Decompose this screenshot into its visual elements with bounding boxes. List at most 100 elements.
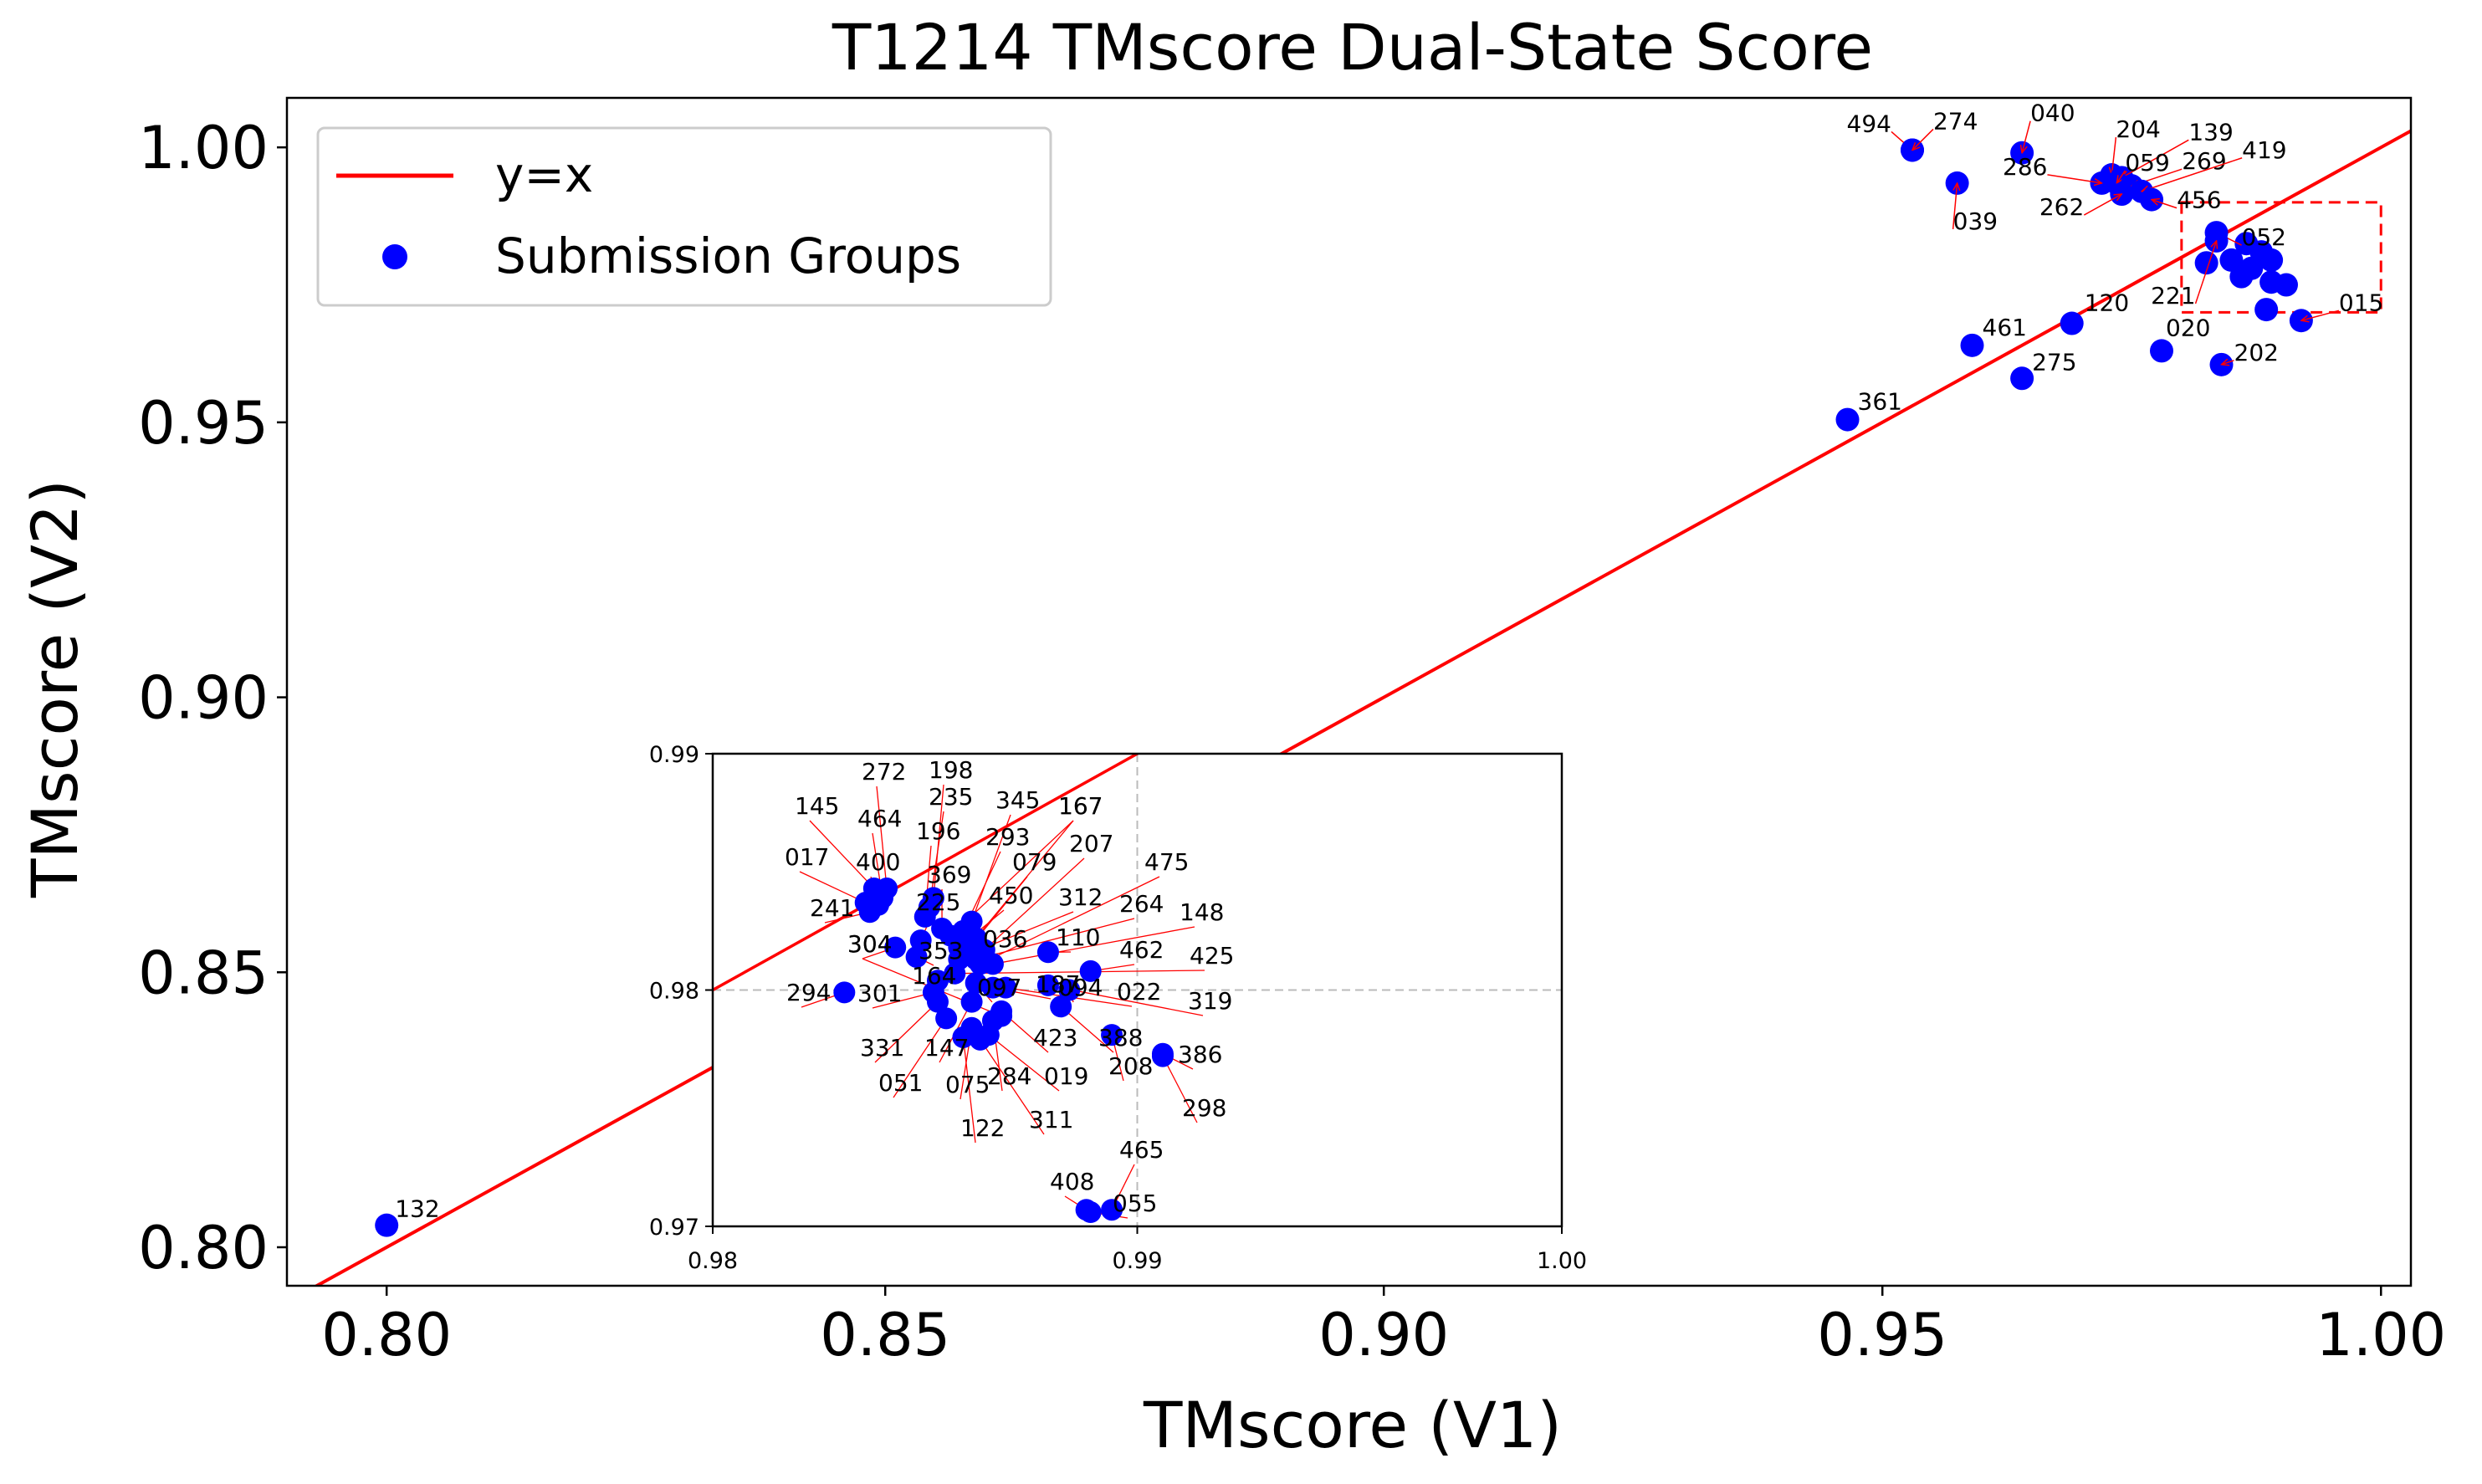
y-tick-label: 0.80 bbox=[138, 1214, 269, 1282]
point-label: 139 bbox=[2188, 118, 2233, 146]
point-label: 262 bbox=[2039, 193, 2084, 221]
point-label: 456 bbox=[2177, 187, 2221, 214]
inset-point-label: 369 bbox=[927, 861, 971, 888]
inset-point-label: 167 bbox=[1058, 792, 1103, 820]
inset-point-label: 147 bbox=[924, 1034, 969, 1062]
inset-point-label: 079 bbox=[1012, 848, 1057, 876]
point-label: 202 bbox=[2234, 339, 2279, 366]
inset-y-tick-label: 0.99 bbox=[649, 742, 699, 768]
legend-line-label: y=x bbox=[495, 146, 593, 203]
point-label: 039 bbox=[1953, 207, 1998, 235]
inset-point-label: 464 bbox=[857, 805, 902, 832]
inset-point-label: 312 bbox=[1058, 883, 1103, 911]
inset-point-label: 196 bbox=[916, 817, 960, 845]
inset-point-label: 462 bbox=[1119, 936, 1164, 964]
inset-point-label: 264 bbox=[1119, 890, 1164, 918]
inset-point-label: 425 bbox=[1190, 942, 1234, 970]
inset-point-label: 148 bbox=[1180, 898, 1224, 926]
x-tick-label: 0.90 bbox=[1318, 1301, 1449, 1369]
y-tick-label: 0.85 bbox=[138, 939, 269, 1007]
inset-point-label: 331 bbox=[860, 1034, 904, 1062]
inset-point-label: 122 bbox=[960, 1114, 1005, 1142]
inset-x-tick-label: 0.98 bbox=[688, 1248, 738, 1274]
inset-point-label: 423 bbox=[1033, 1024, 1077, 1052]
inset-point-label: 110 bbox=[1056, 924, 1100, 951]
inset-data-point bbox=[1152, 1046, 1174, 1067]
inset-point-label: 408 bbox=[1050, 1168, 1094, 1195]
x-tick-label: 0.95 bbox=[1817, 1301, 1947, 1369]
inset-data-point bbox=[1080, 1201, 1102, 1223]
inset-point-label: 145 bbox=[795, 792, 839, 820]
inset-y-tick-label: 0.98 bbox=[649, 979, 699, 1005]
point-label: 020 bbox=[2166, 314, 2210, 341]
inset-point-label: 207 bbox=[1069, 830, 1113, 857]
point-label: 494 bbox=[1847, 110, 1891, 137]
point-label: 275 bbox=[2032, 348, 2076, 376]
point-label: 132 bbox=[395, 1195, 439, 1223]
y-tick-label: 1.00 bbox=[138, 114, 269, 182]
point-label: 052 bbox=[2242, 223, 2286, 251]
y-axis-label: TMscore (V2) bbox=[18, 479, 92, 898]
y-tick-label: 0.90 bbox=[138, 664, 269, 733]
data-point bbox=[2275, 274, 2298, 297]
inset-point-label: 345 bbox=[995, 786, 1040, 814]
inset-point-label: 450 bbox=[989, 882, 1033, 909]
inset-x-tick-label: 1.00 bbox=[1537, 1248, 1587, 1274]
inset-point-label: 051 bbox=[878, 1069, 923, 1097]
inset-point-label: 097 bbox=[977, 974, 1021, 1001]
inset-point-label: 298 bbox=[1182, 1094, 1226, 1122]
inset-point-label: 319 bbox=[1188, 987, 1232, 1015]
inset-point-label: 284 bbox=[987, 1062, 1031, 1090]
legend: y=x Submission Groups bbox=[318, 128, 1051, 305]
data-point bbox=[2254, 298, 2278, 321]
data-point bbox=[1836, 408, 1860, 432]
point-label: 361 bbox=[1858, 388, 1902, 416]
inset-point-label: 198 bbox=[929, 756, 973, 784]
inset-point-label: 272 bbox=[862, 758, 906, 785]
data-point bbox=[2229, 265, 2253, 289]
inset-data-point bbox=[935, 1007, 957, 1029]
point-label: 286 bbox=[2003, 153, 2047, 181]
point-label: 120 bbox=[2085, 289, 2129, 317]
x-tick-label: 1.00 bbox=[2316, 1301, 2446, 1369]
inset-data-point bbox=[859, 901, 881, 923]
inset-point-label: 304 bbox=[847, 930, 892, 958]
inset-point-label: 353 bbox=[919, 937, 963, 965]
inset-point-label: 388 bbox=[1098, 1024, 1143, 1052]
data-point bbox=[2259, 248, 2283, 272]
annotation-arrow bbox=[2084, 194, 2121, 215]
inset-point-label: 400 bbox=[856, 848, 900, 876]
inset-point-label: 235 bbox=[929, 783, 973, 811]
point-label: 015 bbox=[2339, 289, 2383, 316]
data-point bbox=[2010, 366, 2034, 390]
inset-point-label: 465 bbox=[1119, 1136, 1164, 1164]
data-point bbox=[2060, 312, 2084, 335]
point-label: 204 bbox=[2116, 115, 2160, 143]
inset-point-label: 386 bbox=[1178, 1041, 1222, 1068]
inset-point-label: 301 bbox=[857, 980, 902, 1007]
inset-point-label: 019 bbox=[1044, 1062, 1088, 1090]
y-tick-label: 0.95 bbox=[138, 389, 269, 458]
inset-data-point bbox=[833, 981, 855, 1003]
inset-point-label: 075 bbox=[945, 1071, 990, 1098]
inset-point-label: 208 bbox=[1108, 1052, 1153, 1080]
data-point bbox=[2150, 339, 2173, 362]
inset-point-label: 055 bbox=[1113, 1190, 1157, 1217]
legend-points-label: Submission Groups bbox=[495, 228, 961, 284]
point-label: 040 bbox=[2030, 100, 2075, 127]
inset-point-label: 017 bbox=[785, 843, 829, 871]
inset-data-point bbox=[982, 953, 1004, 975]
point-label: 059 bbox=[2125, 149, 2169, 177]
point-label: 461 bbox=[1983, 314, 2027, 341]
point-label: 419 bbox=[2242, 136, 2286, 164]
data-point bbox=[1961, 334, 1984, 357]
inset-point-label: 036 bbox=[983, 925, 1027, 953]
inset-point-label: 225 bbox=[916, 888, 960, 916]
inset-x-tick-label: 0.99 bbox=[1112, 1248, 1162, 1274]
inset-data-point bbox=[970, 1029, 991, 1051]
x-axis-label: TMscore (V1) bbox=[1143, 1388, 1562, 1462]
inset-point-label: 475 bbox=[1144, 848, 1189, 876]
point-label: 221 bbox=[2151, 282, 2195, 310]
